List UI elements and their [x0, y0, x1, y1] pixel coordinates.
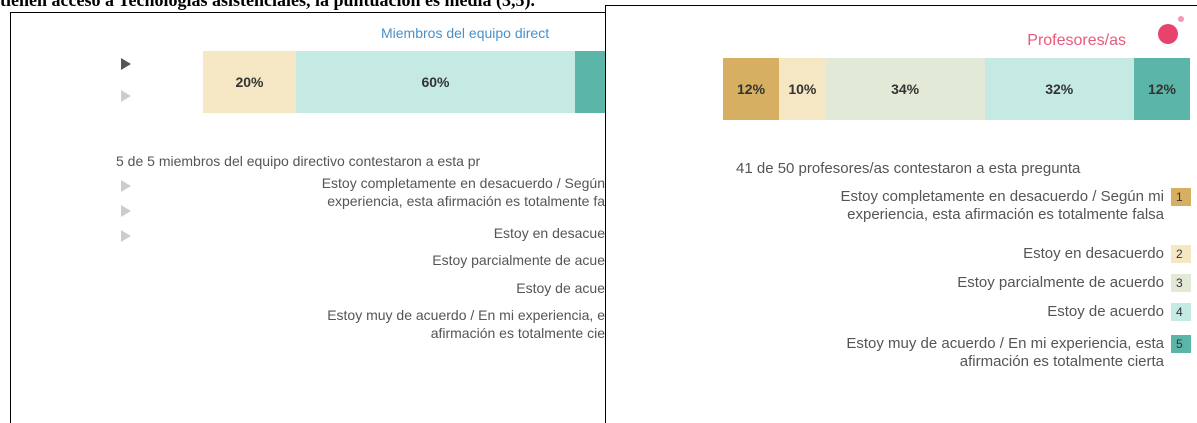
- segment-label: 32%: [1045, 81, 1074, 97]
- legend-text: Estoy completamente en desacuerdo / Segú…: [840, 188, 1164, 205]
- bar-segment: 10%: [779, 58, 826, 120]
- legend-text: Estoy muy de acuerdo / En mi experiencia…: [846, 335, 1164, 352]
- right-panel: Profesores/as 41 de 50 profesores/as con…: [605, 5, 1197, 423]
- legend-text: afirmación es totalmente cierta: [959, 353, 1164, 370]
- response-count: 5 de 5 miembros del equipo directivo con…: [116, 153, 481, 169]
- legend-text: Estoy parcialmente de acue: [432, 252, 605, 268]
- segment-label: 60%: [421, 74, 450, 90]
- arrow: [121, 58, 131, 70]
- legend-text: afirmación es totalmente cie: [430, 325, 605, 341]
- legend-text: Estoy parcialmente de acuerdo: [957, 274, 1164, 291]
- legend-text: Estoy completamente en desacuerdo / Segú…: [321, 175, 605, 191]
- segment-label: 34%: [891, 81, 920, 97]
- arrow: [121, 90, 131, 102]
- intro-text: tienen acceso a Tecnologías asistenciale…: [0, 0, 535, 10]
- panel-title: Profesores/as: [1027, 32, 1126, 49]
- logo: [1158, 24, 1178, 44]
- legend-text: Estoy muy de acuerdo / En mi experiencia…: [327, 307, 605, 323]
- logo-dot: [1178, 16, 1184, 22]
- legend-text: Estoy de acuerdo: [1047, 303, 1164, 320]
- legend-text: experiencia, esta afirmación es totalmen…: [847, 206, 1164, 223]
- bar-segment: 34%: [825, 58, 985, 120]
- legend-swatch: 4: [1171, 303, 1191, 321]
- bar-segment: 20%: [575, 51, 605, 113]
- legend-text: Estoy de acue: [516, 280, 605, 296]
- legend-swatch: 1: [1171, 188, 1191, 206]
- legend-text: experiencia, esta afirmación es totalmen…: [327, 193, 605, 209]
- segment-label: 20%: [235, 74, 264, 90]
- bar-segment: 60%: [296, 51, 575, 113]
- segment-label: 12%: [737, 81, 766, 97]
- left-panel: Miembros del equipo direct 5 de 5 miembr…: [10, 12, 605, 423]
- bar-segment: 12%: [723, 58, 780, 120]
- legend-text: Estoy en desacuerdo: [1023, 245, 1164, 262]
- panel-title: Miembros del equipo direct: [381, 25, 550, 41]
- response-count: 41 de 50 profesores/as contestaron a est…: [736, 160, 1081, 177]
- legend-text: Estoy en desacue: [493, 225, 605, 241]
- arrow: [121, 230, 131, 242]
- legend-swatch: 2: [1171, 245, 1191, 263]
- legend-swatch: 5: [1171, 335, 1191, 353]
- segment-label: 10%: [788, 81, 817, 97]
- legend-swatch: 3: [1171, 274, 1191, 292]
- arrow: [121, 180, 131, 192]
- arrow: [121, 205, 131, 217]
- segment-label: 12%: [1147, 81, 1176, 97]
- bar-segment: 12%: [1133, 58, 1190, 120]
- bar-segment: 20%: [203, 51, 296, 113]
- bar-segment: 32%: [984, 58, 1134, 120]
